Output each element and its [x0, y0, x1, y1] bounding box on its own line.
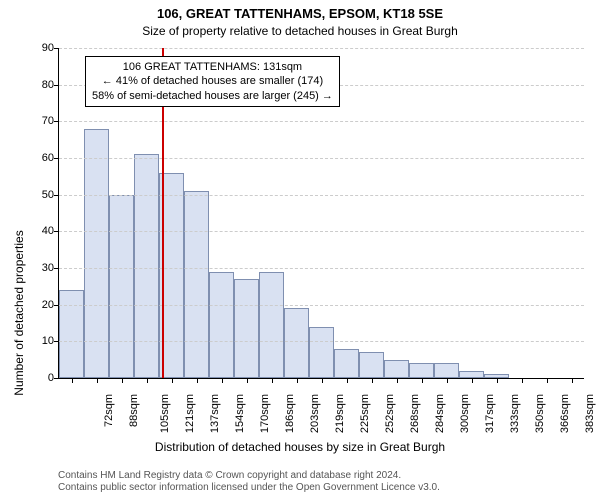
xtick-mark — [197, 378, 198, 383]
histogram-bar — [309, 327, 334, 378]
xtick-label: 350sqm — [534, 394, 546, 433]
histogram-bar — [59, 290, 84, 378]
y-tick-labels: 0102030405060708090 — [0, 48, 58, 378]
xtick-mark — [272, 378, 273, 383]
gridline — [59, 268, 584, 269]
xtick-label: 121sqm — [184, 394, 196, 433]
histogram-bar — [234, 279, 259, 378]
histogram-bar — [409, 363, 434, 378]
attribution-line-2: Contains public sector information licen… — [58, 482, 440, 494]
gridline — [59, 305, 584, 306]
xtick-label: 268sqm — [409, 394, 421, 433]
histogram-bar — [284, 308, 309, 378]
xtick-label: 333sqm — [509, 394, 521, 433]
chart-subtitle: Size of property relative to detached ho… — [0, 24, 600, 38]
ytick-label: 40 — [42, 225, 54, 237]
gridline — [59, 341, 584, 342]
xtick-mark — [97, 378, 98, 383]
ytick-label: 10 — [42, 335, 54, 347]
ytick-label: 60 — [42, 152, 54, 164]
xtick-mark — [347, 378, 348, 383]
xtick-mark — [372, 378, 373, 383]
xtick-mark — [522, 378, 523, 383]
xtick-mark — [497, 378, 498, 383]
xtick-mark — [247, 378, 248, 383]
xtick-label: 203sqm — [309, 394, 321, 433]
xtick-label: 186sqm — [284, 394, 296, 433]
histogram-bar — [434, 363, 459, 378]
ytick-mark — [54, 378, 59, 379]
xtick-mark — [222, 378, 223, 383]
ytick-label: 70 — [42, 115, 54, 127]
gridline — [59, 121, 584, 122]
histogram-bar — [259, 272, 284, 378]
xtick-mark — [472, 378, 473, 383]
xtick-label: 383sqm — [584, 394, 596, 433]
ytick-label: 30 — [42, 262, 54, 274]
histogram-bar — [384, 360, 409, 378]
xtick-label: 88sqm — [128, 394, 140, 427]
gridline — [59, 231, 584, 232]
chart-title-address: 106, GREAT TATTENHAMS, EPSOM, KT18 5SE — [0, 6, 600, 21]
xtick-mark — [422, 378, 423, 383]
xtick-label: 154sqm — [234, 394, 246, 433]
xtick-mark — [322, 378, 323, 383]
histogram-bar — [209, 272, 234, 378]
histogram-bar — [359, 352, 384, 378]
xtick-label: 105sqm — [159, 394, 171, 433]
xtick-label: 300sqm — [459, 394, 471, 433]
xtick-label: 317sqm — [484, 394, 496, 433]
xtick-label: 72sqm — [103, 394, 115, 427]
xtick-mark — [297, 378, 298, 383]
attribution-line-1: Contains HM Land Registry data © Crown c… — [58, 470, 440, 482]
gridline — [59, 195, 584, 196]
xtick-label: 219sqm — [334, 394, 346, 433]
annotation-line-2: ← 41% of detached houses are smaller (17… — [92, 74, 333, 88]
xtick-mark — [172, 378, 173, 383]
attribution: Contains HM Land Registry data © Crown c… — [58, 470, 440, 494]
histogram-bar — [109, 195, 134, 378]
xtick-mark — [547, 378, 548, 383]
xtick-label: 137sqm — [209, 394, 221, 433]
xtick-label: 225sqm — [359, 394, 371, 433]
plot-area: 106 GREAT TATTENHAMS: 131sqm ← 41% of de… — [58, 48, 584, 379]
ytick-label: 0 — [48, 372, 54, 384]
xtick-mark — [447, 378, 448, 383]
ytick-label: 50 — [42, 189, 54, 201]
xtick-mark — [72, 378, 73, 383]
annotation-line-1: 106 GREAT TATTENHAMS: 131sqm — [92, 60, 333, 74]
chart-container: 106, GREAT TATTENHAMS, EPSOM, KT18 5SE S… — [0, 0, 600, 500]
xtick-mark — [122, 378, 123, 383]
xtick-label: 366sqm — [559, 394, 571, 433]
xtick-label: 284sqm — [434, 394, 446, 433]
ytick-label: 90 — [42, 42, 54, 54]
annotation-line-3: 58% of semi-detached houses are larger (… — [92, 89, 333, 103]
gridline — [59, 48, 584, 49]
x-axis-label: Distribution of detached houses by size … — [0, 440, 600, 454]
xtick-label: 170sqm — [259, 394, 271, 433]
xtick-mark — [397, 378, 398, 383]
histogram-bar — [184, 191, 209, 378]
annotation-box: 106 GREAT TATTENHAMS: 131sqm ← 41% of de… — [85, 56, 340, 107]
ytick-label: 20 — [42, 299, 54, 311]
xtick-mark — [147, 378, 148, 383]
histogram-bar — [134, 154, 159, 378]
histogram-bar — [334, 349, 359, 378]
ytick-label: 80 — [42, 79, 54, 91]
histogram-bar — [459, 371, 484, 378]
gridline — [59, 158, 584, 159]
xtick-label: 252sqm — [384, 394, 396, 433]
xtick-mark — [572, 378, 573, 383]
